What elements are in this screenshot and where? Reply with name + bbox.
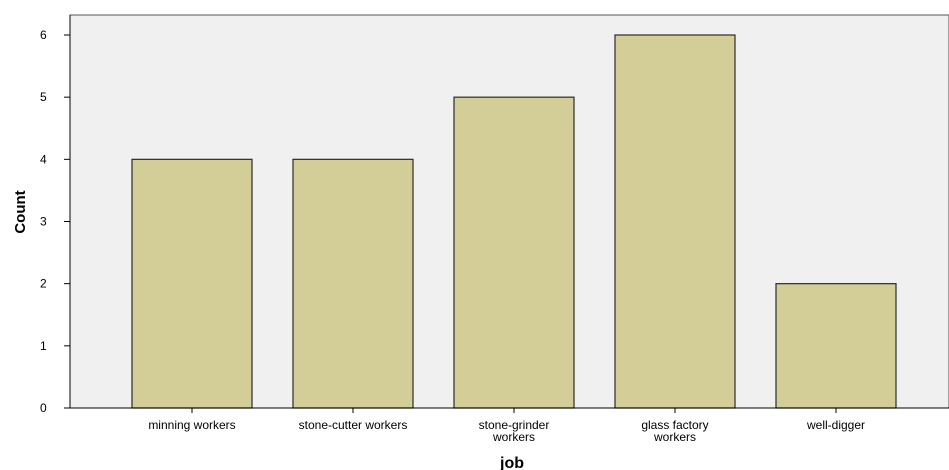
x-tick-label: glass factory (641, 418, 708, 432)
bar (614, 34, 736, 409)
y-tick-label: 4 (40, 152, 47, 166)
x-tick-label: minning workers (148, 418, 235, 432)
x-tick-label: well-digger (806, 418, 865, 432)
y-tick-label: 6 (40, 28, 47, 42)
bar (131, 158, 253, 409)
x-tick-label: stone-grinder (479, 418, 550, 432)
y-tick-label: 5 (40, 90, 47, 104)
y-tick-label: 0 (40, 401, 47, 415)
x-tick-label: workers (653, 430, 696, 444)
y-tick-label: 1 (40, 339, 47, 353)
bar (775, 283, 897, 409)
y-tick-label: 2 (40, 277, 47, 291)
x-axis-ticks: minning workers stone-cutter workers stone… (148, 408, 865, 444)
x-tick-label: workers (492, 430, 535, 444)
bar (292, 158, 414, 409)
y-axis-title: Count (12, 190, 29, 233)
bars (131, 34, 897, 409)
x-axis-title: job (499, 455, 524, 470)
x-tick-label: stone-cutter workers (299, 418, 408, 432)
y-axis-ticks: 0 1 2 3 4 5 6 (40, 28, 70, 415)
y-tick-label: 3 (40, 215, 47, 229)
bar (453, 96, 575, 409)
